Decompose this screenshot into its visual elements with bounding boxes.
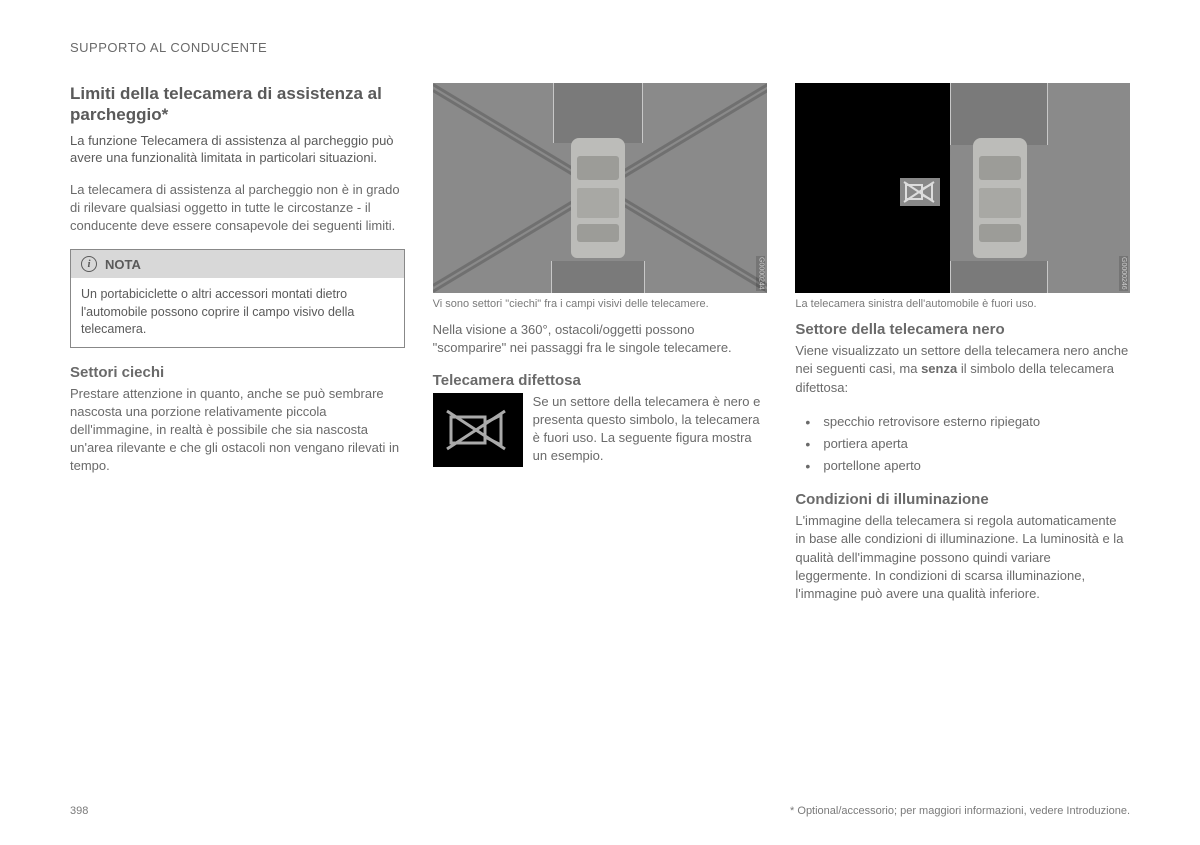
note-body: Un portabiciclette o altri accessori mon… <box>71 278 404 347</box>
note-title: NOTA <box>105 257 141 272</box>
list-item: portiera aperta <box>795 433 1130 455</box>
subheading-blind-sectors: Settori ciechi <box>70 364 405 381</box>
content-columns: Limiti della telecamera di assistenza al… <box>70 83 1130 617</box>
image-code: G0000244 <box>756 256 765 291</box>
paragraph: Nella visione a 360°, ostacoli/oggetti p… <box>433 321 768 357</box>
page-footer: 398 * Optional/accessorio; per maggiori … <box>70 805 1130 817</box>
subheading-black-sector: Settore della telecamera nero <box>795 321 1130 338</box>
section-header: SUPPORTO AL CONDUCENTE <box>70 40 1130 55</box>
subheading-defective-camera: Telecamera difettosa <box>433 372 768 389</box>
symbol-description: Se un settore della telecamera è nero e … <box>533 393 768 467</box>
column-3: G0000246 La telecamera sinistra dell'aut… <box>795 83 1130 617</box>
info-icon: i <box>81 256 97 272</box>
list-item: portellone aperto <box>795 455 1130 477</box>
page-number: 398 <box>70 805 88 817</box>
paragraph: Viene visualizzato un settore della tele… <box>795 342 1130 397</box>
camera-off-overlay-icon <box>900 178 940 206</box>
camera-disabled-icon <box>433 393 523 467</box>
paragraph: L'immagine della telecamera si regola au… <box>795 512 1130 603</box>
intro-text: La funzione Telecamera di assistenza al … <box>70 132 405 167</box>
paragraph: Prestare attenzione in quanto, anche se … <box>70 385 405 476</box>
column-2: G0000244 Vi sono settori "ciechi" fra i … <box>433 83 768 617</box>
footnote: * Optional/accessorio; per maggiori info… <box>790 805 1130 817</box>
list-item: specchio retrovisore esterno ripiegato <box>795 411 1130 433</box>
bullet-list: specchio retrovisore esterno ripiegato p… <box>795 411 1130 477</box>
column-1: Limiti della telecamera di assistenza al… <box>70 83 405 617</box>
note-box: i NOTA Un portabiciclette o altri access… <box>70 249 405 348</box>
paragraph: La telecamera di assistenza al parcheggi… <box>70 181 405 236</box>
figure-camera-out: G0000246 <box>795 83 1130 293</box>
note-header: i NOTA <box>71 250 404 278</box>
image-code: G0000246 <box>1119 256 1128 291</box>
bold-text: senza <box>921 361 957 376</box>
main-heading: Limiti della telecamera di assistenza al… <box>70 83 405 126</box>
symbol-row: Se un settore della telecamera è nero e … <box>433 393 768 467</box>
figure-caption: La telecamera sinistra dell'automobile è… <box>795 297 1130 311</box>
figure-blind-sectors: G0000244 <box>433 83 768 293</box>
figure-caption: Vi sono settori "ciechi" fra i campi vis… <box>433 297 768 311</box>
subheading-lighting: Condizioni di illuminazione <box>795 491 1130 508</box>
